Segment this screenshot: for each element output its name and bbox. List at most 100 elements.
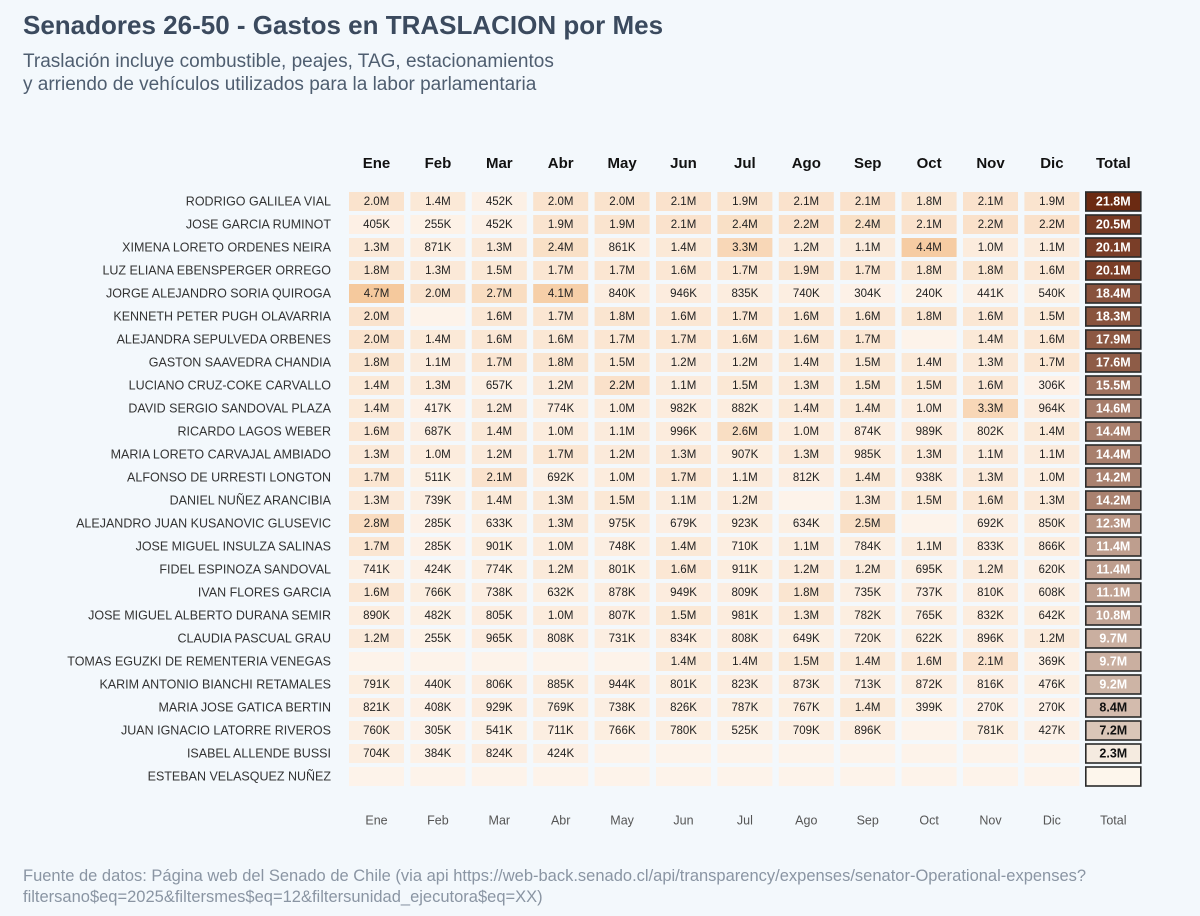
cell-value-label: 270K [977, 702, 1004, 714]
cell-value-label: 1.8M [916, 311, 942, 323]
cell-value-label: 1.3M [364, 449, 390, 461]
heatmap-cell [778, 376, 834, 395]
row-label: IVAN FLORES GARCIA [198, 585, 332, 599]
cell-value-label: 1.1M [978, 449, 1004, 461]
cell-value-label: 1.6M [487, 334, 513, 346]
heatmap-cell [471, 514, 527, 533]
cell-value-label: 769K [547, 702, 574, 714]
row-label: DANIEL NUÑEZ ARANCIBIA [170, 493, 332, 507]
cell-value-label: 270K [1038, 702, 1065, 714]
heatmap-cell [717, 767, 773, 786]
cell-value-label: 1.3M [425, 265, 451, 277]
cell-value-label: 781K [977, 725, 1004, 737]
cell-value-label: 901K [486, 541, 513, 553]
total-value-label: 11.4M [1096, 562, 1130, 576]
heatmap-cell [533, 261, 589, 280]
heatmap-cell [717, 422, 773, 441]
heatmap-cell [840, 215, 896, 234]
total-value-label: 17.6M [1096, 355, 1131, 369]
heatmap-cell [594, 261, 650, 280]
heatmap-cell [410, 468, 466, 487]
heatmap-cell [778, 675, 834, 694]
cell-value-label: 878K [609, 587, 636, 599]
cell-value-label: 1.2M [1039, 633, 1065, 645]
cell-value-label: 369K [1038, 656, 1065, 668]
cell-value-label: 1.6M [794, 334, 820, 346]
heatmap-cell [533, 215, 589, 234]
heatmap-cell [471, 192, 527, 211]
heatmap-cell [656, 629, 711, 648]
heatmap-cell [349, 629, 404, 648]
heatmap-cell [410, 422, 466, 441]
column-footer-ene: Ene [365, 813, 387, 827]
cell-value-label: 1.9M [548, 219, 574, 231]
cell-value-label: 1.2M [732, 357, 758, 369]
total-value-label: 18.3M [1096, 309, 1131, 323]
row-label: LUCIANO CRUZ-COKE CARVALLO [129, 378, 332, 392]
heatmap-cell [410, 238, 466, 257]
cell-value-label: 2.2M [1039, 219, 1065, 231]
cell-value-label: 2.1M [855, 196, 881, 208]
cell-value-label: 1.8M [609, 311, 635, 323]
heatmap-cell [594, 215, 650, 234]
cell-value-label: 861K [609, 242, 636, 254]
heatmap-cell [1024, 307, 1080, 326]
column-footer-jul: Jul [737, 813, 753, 827]
heatmap-cell [533, 399, 589, 418]
source-line-1: Fuente de datos: Página web del Senado d… [23, 867, 1087, 885]
heatmap-cell [778, 399, 834, 418]
cell-value-label: 840K [609, 288, 636, 300]
heatmap-cell [594, 192, 650, 211]
cell-value-label: 4.1M [548, 288, 574, 300]
cell-value-label: 2.0M [609, 196, 635, 208]
cell-value-label: 1.9M [732, 196, 758, 208]
heatmap-cell [410, 606, 466, 625]
total-cell [1085, 605, 1142, 626]
cell-value-label: 1.8M [364, 265, 390, 277]
column-header-ene: Ene [363, 155, 391, 172]
heatmap-cell [1024, 583, 1080, 602]
heatmap-cell [533, 629, 589, 648]
cell-value-label: 1.3M [487, 242, 513, 254]
total-value-label: 14.6M [1096, 401, 1131, 415]
cell-value-label: 1.5M [732, 380, 758, 392]
row-label: ALEJANDRO JUAN KUSANOVIC GLUSEVIC [76, 516, 331, 530]
heatmap-cell [533, 652, 589, 671]
heatmap-cell [963, 192, 1018, 211]
cell-value-label: 417K [424, 403, 451, 415]
heatmap-cell [349, 583, 404, 602]
heatmap-cell [963, 330, 1018, 349]
cell-value-label: 1.3M [978, 472, 1004, 484]
total-value-label: 14.4M [1096, 424, 1131, 438]
cell-value-label: 1.1M [916, 541, 942, 553]
total-cell [1085, 260, 1142, 281]
cell-value-label: 1.9M [609, 219, 635, 231]
heatmap-cell [471, 744, 527, 763]
total-cell [1085, 329, 1142, 350]
heatmap-cell [410, 583, 466, 602]
cell-value-label: 1.7M [1039, 357, 1065, 369]
cell-value-label: 1.3M [978, 357, 1004, 369]
cell-value-label: 1.8M [364, 357, 390, 369]
cell-value-label: 452K [486, 219, 513, 231]
heatmap-cell [656, 721, 711, 740]
cell-value-label: 632K [547, 587, 574, 599]
cell-value-label: 741K [363, 564, 390, 576]
cell-value-label: 1.1M [671, 380, 697, 392]
cell-value-label: 1.2M [364, 633, 390, 645]
heatmap-cell [901, 192, 957, 211]
heatmap-cell [901, 307, 957, 326]
heatmap-cell [533, 560, 589, 579]
heatmap-cell [1024, 215, 1080, 234]
heatmap-cell [656, 445, 711, 464]
heatmap-cell [840, 652, 896, 671]
cell-value-label: 1.7M [548, 265, 574, 277]
cell-value-label: 2.2M [794, 219, 820, 231]
heatmap-cell [656, 652, 711, 671]
total-value-label: 15.5M [1096, 378, 1131, 392]
cell-value-label: 740K [793, 288, 820, 300]
heatmap-cell [963, 376, 1018, 395]
cell-value-label: 784K [854, 541, 881, 553]
cell-value-label: 824K [486, 748, 513, 760]
cell-value-label: 850K [1038, 518, 1065, 530]
